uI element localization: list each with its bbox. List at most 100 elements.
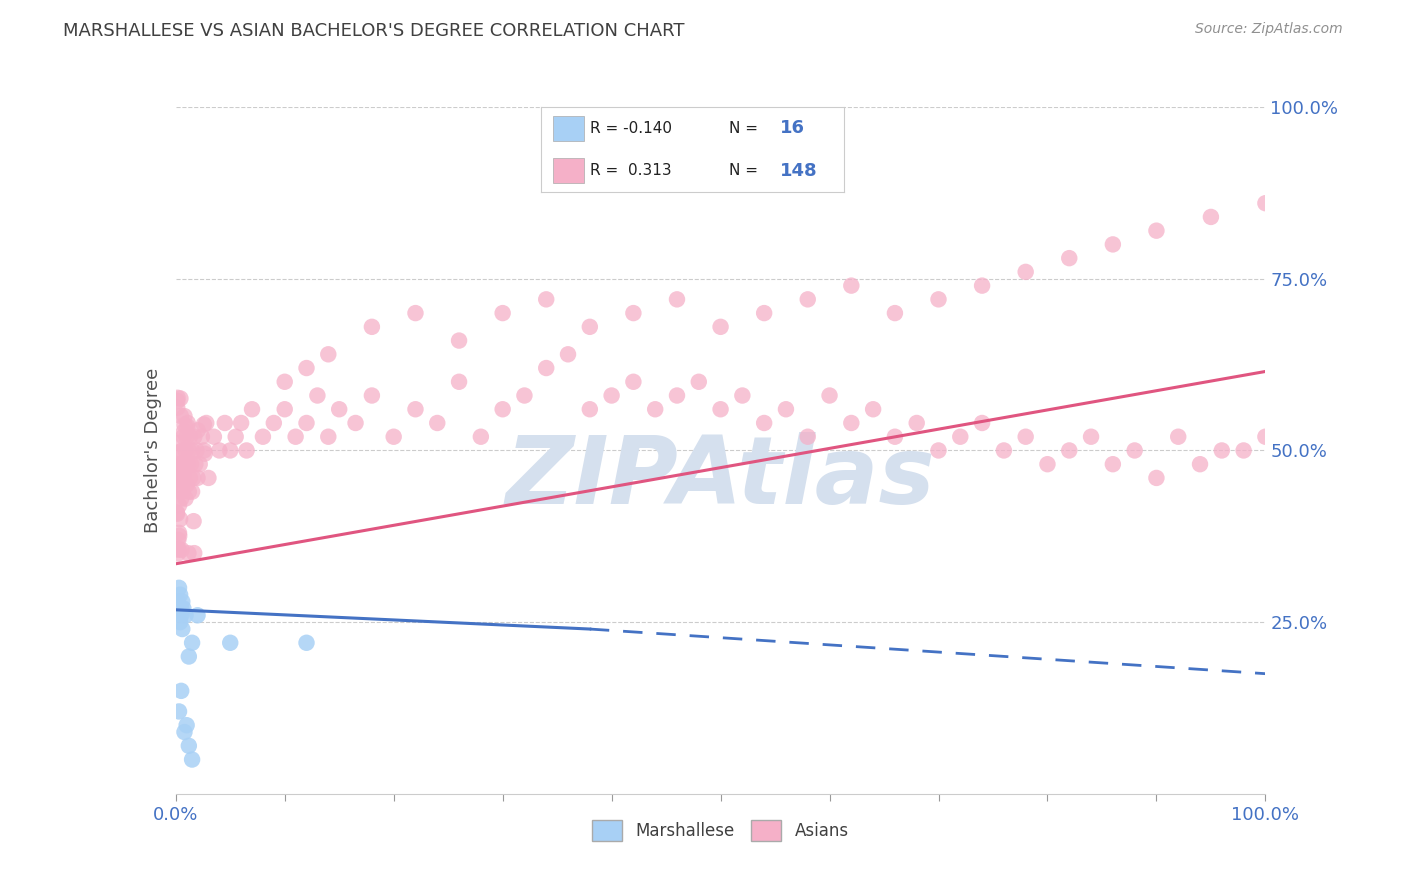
- Point: [295, 416, 318, 430]
- Point: [492, 402, 515, 417]
- Point: [382, 430, 405, 444]
- Point: [181, 484, 204, 499]
- Point: [173, 409, 195, 423]
- Point: [492, 306, 515, 320]
- Point: [166, 391, 188, 405]
- Point: [183, 514, 205, 528]
- Text: N =: N =: [728, 163, 762, 178]
- Point: [841, 278, 863, 293]
- Point: [1254, 430, 1277, 444]
- Point: [173, 725, 195, 739]
- Point: [534, 293, 557, 307]
- Point: [1080, 430, 1102, 444]
- Point: [177, 739, 200, 753]
- Point: [177, 416, 200, 430]
- Point: [176, 478, 198, 492]
- Point: [214, 416, 236, 430]
- Point: [181, 753, 204, 767]
- Point: [710, 319, 733, 334]
- Point: [172, 484, 194, 499]
- Point: [208, 443, 231, 458]
- Point: [167, 483, 190, 498]
- Point: [193, 443, 215, 458]
- Point: [177, 546, 200, 560]
- Point: [818, 388, 841, 402]
- Point: [579, 402, 602, 417]
- Point: [186, 443, 208, 458]
- Legend: Marshallese, Asians: Marshallese, Asians: [585, 814, 856, 847]
- Point: [344, 416, 367, 430]
- Text: N =: N =: [728, 120, 762, 136]
- Point: [172, 471, 194, 485]
- Point: [219, 443, 242, 458]
- Point: [173, 455, 195, 469]
- Point: [928, 443, 950, 458]
- Point: [167, 581, 190, 595]
- Point: [1232, 443, 1256, 458]
- Point: [172, 443, 194, 458]
- Point: [179, 471, 201, 485]
- Point: [513, 388, 536, 402]
- Point: [167, 472, 190, 486]
- Point: [167, 525, 190, 540]
- Point: [193, 417, 215, 432]
- Point: [194, 447, 217, 461]
- Point: [173, 425, 195, 439]
- Point: [405, 402, 427, 417]
- Point: [195, 416, 218, 430]
- Point: [170, 457, 193, 471]
- Point: [173, 464, 195, 478]
- Text: ZIPAtlas: ZIPAtlas: [506, 432, 935, 524]
- Point: [167, 541, 190, 556]
- Point: [1015, 265, 1038, 279]
- Point: [177, 443, 200, 458]
- Point: [360, 319, 382, 334]
- Point: [181, 471, 204, 485]
- Point: [180, 457, 202, 471]
- Point: [284, 430, 307, 444]
- Point: [447, 375, 470, 389]
- Point: [710, 402, 733, 417]
- Point: [174, 443, 197, 458]
- Point: [186, 608, 209, 623]
- Point: [949, 430, 972, 444]
- Point: [186, 471, 209, 485]
- Point: [318, 347, 340, 361]
- Point: [167, 533, 190, 547]
- Point: [557, 347, 579, 361]
- Point: [174, 491, 197, 506]
- Point: [666, 293, 689, 307]
- Point: [166, 506, 188, 520]
- Point: [621, 306, 644, 320]
- Point: [169, 588, 191, 602]
- Point: [167, 470, 190, 484]
- Text: 16: 16: [780, 120, 806, 137]
- Point: [1036, 457, 1059, 471]
- Point: [1102, 457, 1125, 471]
- Point: [173, 417, 195, 432]
- Point: [1189, 457, 1212, 471]
- Point: [169, 615, 191, 630]
- Point: [167, 594, 190, 608]
- Point: [176, 718, 198, 732]
- Point: [796, 293, 818, 307]
- Point: [181, 443, 204, 458]
- Point: [318, 430, 340, 444]
- Text: Source: ZipAtlas.com: Source: ZipAtlas.com: [1195, 22, 1343, 37]
- Point: [405, 306, 427, 320]
- Point: [170, 683, 193, 698]
- Point: [970, 278, 993, 293]
- Point: [174, 608, 197, 623]
- Point: [1102, 237, 1125, 252]
- Point: [177, 484, 200, 499]
- Point: [166, 394, 188, 409]
- Point: [295, 636, 318, 650]
- Point: [166, 507, 188, 521]
- Point: [905, 416, 928, 430]
- Point: [167, 546, 190, 561]
- Point: [197, 471, 219, 485]
- Point: [170, 608, 193, 623]
- Point: [166, 457, 188, 471]
- Point: [1254, 196, 1277, 211]
- Point: [172, 622, 194, 636]
